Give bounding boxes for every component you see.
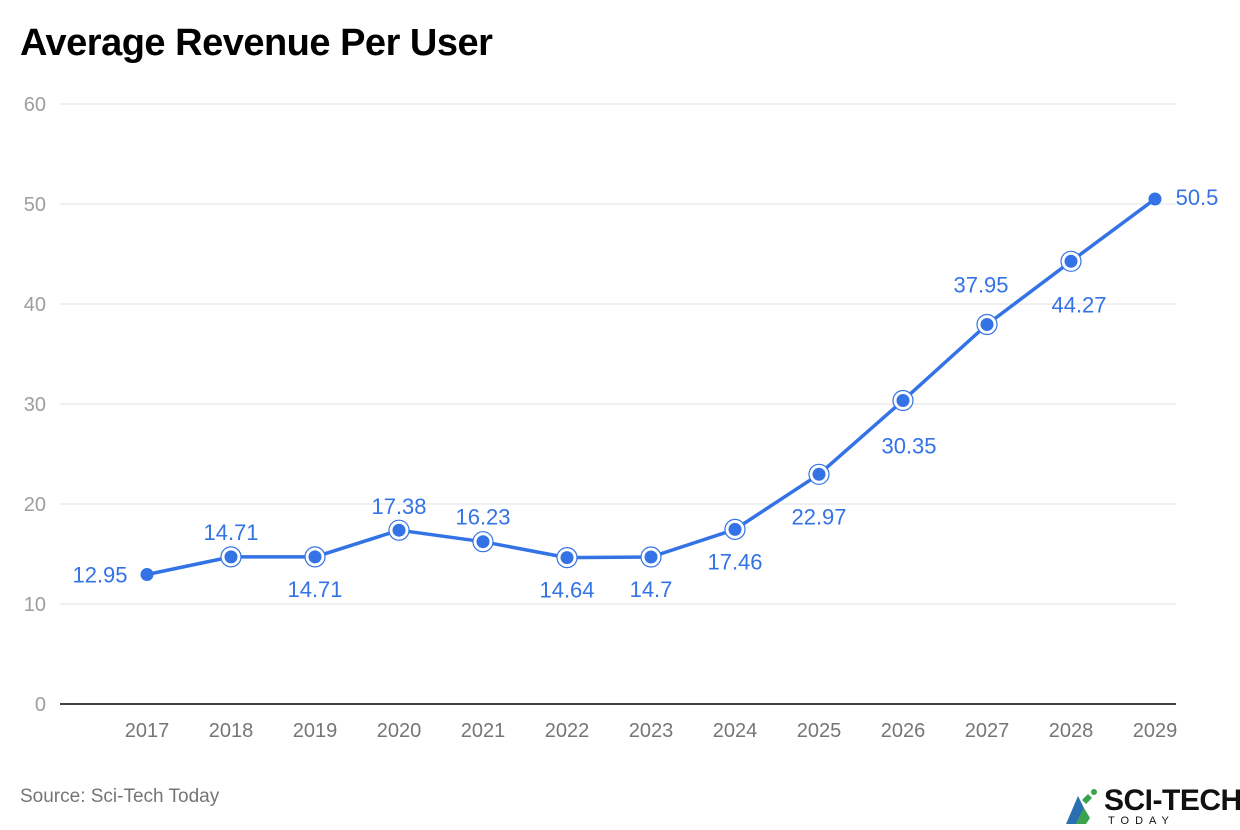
y-tick-label: 40	[24, 294, 46, 316]
data-label: 17.46	[707, 549, 762, 574]
data-label: 22.97	[791, 504, 846, 529]
data-label: 50.5	[1176, 185, 1219, 210]
data-points	[140, 192, 1162, 581]
x-tick-label: 2028	[1049, 720, 1094, 742]
y-tick-label: 50	[24, 194, 46, 216]
x-tick-label: 2021	[461, 720, 506, 742]
data-point	[812, 467, 826, 481]
data-label: 14.71	[203, 520, 258, 545]
gridlines	[60, 103, 1176, 605]
x-tick-label: 2018	[209, 720, 254, 742]
x-tick-label: 2020	[377, 720, 422, 742]
y-tick-label: 20	[24, 494, 46, 516]
x-axis-ticks: 2017 2018 2019 2020 2021 2022 2023 2024 2025 2026…	[125, 720, 1178, 742]
data-point	[560, 551, 574, 565]
data-label: 14.71	[287, 577, 342, 602]
data-label: 37.95	[953, 273, 1008, 298]
data-label: 12.95	[72, 563, 127, 588]
logo-icon	[1066, 789, 1097, 824]
logo-subtitle: TODAY	[1108, 815, 1175, 827]
x-tick-label: 2017	[125, 720, 170, 742]
data-label: 16.23	[455, 505, 510, 530]
data-point	[644, 550, 658, 564]
data-point	[476, 535, 490, 549]
data-label: 44.27	[1051, 292, 1106, 317]
y-axis-ticks: 0 10 20 30 40 50 60	[24, 94, 46, 716]
y-tick-label: 30	[24, 394, 46, 416]
data-label: 17.38	[371, 494, 426, 519]
x-tick-label: 2026	[881, 720, 926, 742]
data-point	[728, 522, 742, 536]
data-label: 14.7	[630, 577, 673, 602]
brand-logo: SCI-TECH TODAY	[1062, 784, 1240, 828]
logo-name: SCI-TECH	[1104, 784, 1240, 817]
series-line	[146, 197, 1157, 577]
data-label: 30.35	[881, 434, 936, 459]
data-point	[140, 568, 154, 581]
data-point	[224, 550, 238, 564]
source-note: Source: Sci-Tech Today	[20, 786, 220, 807]
data-point	[308, 550, 322, 564]
chart-title: Average Revenue Per User	[20, 22, 493, 64]
x-tick-label: 2025	[797, 720, 842, 742]
y-tick-label: 10	[24, 594, 46, 616]
data-point	[980, 318, 994, 331]
x-tick-label: 2024	[713, 720, 758, 742]
data-point	[1064, 254, 1078, 268]
data-point	[392, 523, 406, 537]
x-tick-label: 2019	[293, 720, 338, 742]
x-tick-label: 2029	[1133, 720, 1178, 742]
x-tick-label: 2022	[545, 720, 590, 742]
x-tick-label: 2027	[965, 720, 1010, 742]
data-label: 14.64	[539, 578, 594, 603]
data-point	[896, 394, 910, 407]
data-point	[1148, 192, 1162, 206]
x-tick-label: 2023	[629, 720, 674, 742]
data-labels: 12.95 14.71 14.71 17.38 16.23 14.64 14.7 17.46 2…	[72, 185, 1218, 603]
y-tick-label: 60	[24, 94, 46, 116]
y-tick-label: 0	[35, 694, 46, 716]
